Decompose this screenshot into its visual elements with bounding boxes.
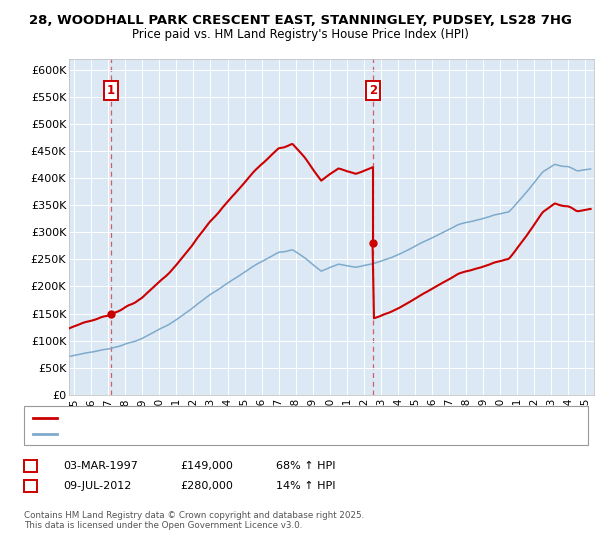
Text: 28, WOODHALL PARK CRESCENT EAST, STANNINGLEY, PUDSEY, LS28 7HG (detached house): 28, WOODHALL PARK CRESCENT EAST, STANNIN…: [62, 413, 497, 422]
Text: 14% ↑ HPI: 14% ↑ HPI: [276, 481, 335, 491]
Text: £280,000: £280,000: [180, 481, 233, 491]
Text: Price paid vs. HM Land Registry's House Price Index (HPI): Price paid vs. HM Land Registry's House …: [131, 28, 469, 41]
Text: 2: 2: [368, 84, 377, 97]
Text: 68% ↑ HPI: 68% ↑ HPI: [276, 461, 335, 471]
Text: £149,000: £149,000: [180, 461, 233, 471]
Text: 1: 1: [27, 461, 34, 471]
Text: 03-MAR-1997: 03-MAR-1997: [63, 461, 138, 471]
Text: 09-JUL-2012: 09-JUL-2012: [63, 481, 131, 491]
Text: 1: 1: [107, 84, 115, 97]
Text: 28, WOODHALL PARK CRESCENT EAST, STANNINGLEY, PUDSEY, LS28 7HG: 28, WOODHALL PARK CRESCENT EAST, STANNIN…: [29, 14, 571, 27]
Text: HPI: Average price, detached house, Leeds: HPI: Average price, detached house, Leed…: [62, 430, 266, 438]
Text: 2: 2: [27, 481, 34, 491]
Text: Contains HM Land Registry data © Crown copyright and database right 2025.
This d: Contains HM Land Registry data © Crown c…: [24, 511, 364, 530]
